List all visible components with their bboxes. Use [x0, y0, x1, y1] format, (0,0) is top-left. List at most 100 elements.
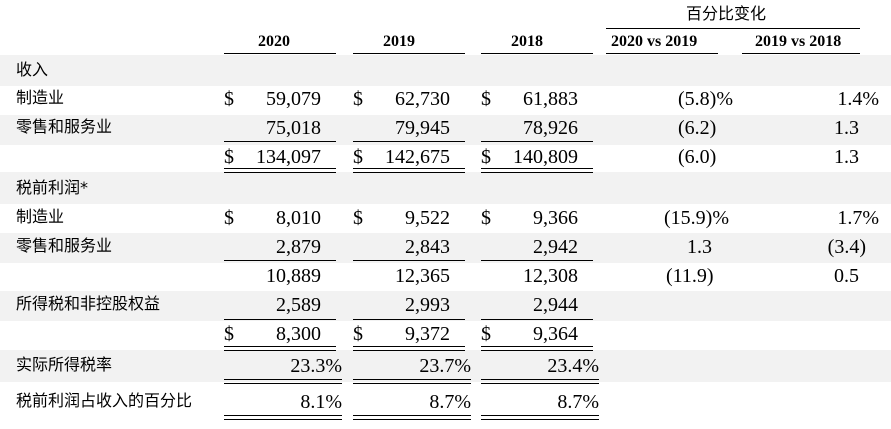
row-band: [0, 233, 891, 263]
currency-symbol: $: [224, 146, 234, 168]
revenue-section-label: 收入: [16, 60, 49, 79]
row-label: 制造业: [16, 207, 65, 226]
year-header-2019: 2019: [383, 33, 415, 50]
value-2019: 2,843: [405, 236, 450, 258]
total-double-rule: [224, 346, 336, 351]
row-label: 所得税和非控股权益: [16, 294, 161, 313]
row-label: 制造业: [16, 88, 65, 107]
row-label: 零售和服务业: [16, 236, 113, 255]
currency-symbol: $: [481, 207, 491, 229]
currency-symbol: $: [481, 146, 491, 168]
value-2018: 78,926: [523, 117, 578, 139]
total-double-rule: [353, 346, 465, 351]
currency-symbol: $: [481, 88, 491, 110]
value-2020: 10,889: [266, 265, 321, 287]
row-label: 实际所得税率: [16, 355, 113, 374]
value-2019: 9,372: [405, 323, 450, 345]
value-2020: 134,097: [256, 146, 321, 168]
total-double-rule: [353, 168, 465, 173]
value-2018: 2,944: [533, 294, 578, 316]
change-2020-vs-2019: (15.9)%: [664, 207, 729, 229]
value-2020: 8.1%: [300, 391, 342, 413]
percent-change-header: 百分比变化: [686, 4, 767, 23]
currency-symbol: $: [353, 323, 363, 345]
year-header-2018: 2018: [511, 33, 543, 50]
change-2020-vs-2019: 1.3: [687, 236, 712, 258]
total-double-rule: [481, 415, 599, 420]
row-band: [0, 115, 891, 145]
currency-symbol: $: [481, 323, 491, 345]
value-2019: 23.7%: [419, 355, 471, 377]
value-2020: 8,010: [276, 207, 321, 229]
change-2019-vs-2018: 1.3: [834, 117, 859, 139]
value-2018: 9,364: [533, 323, 578, 345]
row-label: 零售和服务业: [16, 117, 113, 136]
subtotal-rule: [224, 141, 336, 142]
value-2020: 59,079: [266, 88, 321, 110]
subtotal-rule: [353, 260, 465, 261]
subtotal-rule: [481, 141, 593, 142]
header-rule: [353, 53, 465, 54]
total-double-rule: [224, 415, 342, 420]
value-2020: 2,879: [276, 236, 321, 258]
value-2018: 61,883: [523, 88, 578, 110]
total-double-rule: [481, 168, 593, 173]
total-double-rule: [481, 346, 593, 351]
header-rule: [742, 53, 860, 54]
change-2020-vs-2019: (6.2): [678, 117, 717, 139]
subtotal-rule: [224, 260, 336, 261]
value-2018: 23.4%: [547, 355, 599, 377]
change-header-2: 2019 vs 2018: [755, 33, 842, 50]
total-double-rule: [224, 379, 342, 384]
value-2019: 12,365: [395, 265, 450, 287]
value-2019: 62,730: [395, 88, 450, 110]
total-double-rule: [353, 379, 471, 384]
row-label: 税前利润占收入的百分比: [16, 391, 193, 410]
row-band: [0, 350, 891, 382]
value-2019: 79,945: [395, 117, 450, 139]
currency-symbol: $: [353, 207, 363, 229]
total-double-rule: [224, 168, 336, 173]
value-2020: 8,300: [276, 323, 321, 345]
value-2020: 75,018: [266, 117, 321, 139]
currency-symbol: $: [353, 88, 363, 110]
value-2019: 9,522: [405, 207, 450, 229]
change-2019-vs-2018: 1.4%: [837, 88, 879, 110]
change-2019-vs-2018: 0.5: [834, 265, 859, 287]
year-header-2020: 2020: [258, 33, 290, 50]
total-double-rule: [353, 415, 471, 420]
change-2019-vs-2018: (3.4): [827, 236, 866, 258]
value-2018: 9,366: [533, 207, 578, 229]
value-2018: 12,308: [523, 265, 578, 287]
change-2019-vs-2018: 1.3: [834, 146, 859, 168]
change-2020-vs-2019: (6.0): [678, 146, 717, 168]
value-2019: 2,993: [405, 294, 450, 316]
change-2019-vs-2018: 1.7%: [837, 207, 879, 229]
subtotal-rule: [481, 260, 593, 261]
pretax-section-band: [0, 172, 891, 204]
currency-symbol: $: [224, 323, 234, 345]
change-header-1: 2020 vs 2019: [611, 33, 698, 50]
currency-symbol: $: [224, 88, 234, 110]
subtotal-rule: [224, 319, 336, 320]
value-2019: 142,675: [385, 146, 450, 168]
value-2018: 140,809: [513, 146, 578, 168]
header-group-rule: [606, 28, 860, 29]
value-2018: 8.7%: [557, 391, 599, 413]
header-rule: [481, 53, 593, 54]
header-rule: [224, 53, 336, 54]
currency-symbol: $: [353, 146, 363, 168]
value-2020: 23.3%: [290, 355, 342, 377]
change-2020-vs-2019: (11.9): [666, 265, 714, 287]
subtotal-rule: [353, 319, 465, 320]
total-double-rule: [481, 379, 599, 384]
value-2019: 8.7%: [429, 391, 471, 413]
value-2018: 2,942: [533, 236, 578, 258]
pretax-section-label: 税前利润*: [16, 178, 89, 197]
change-2020-vs-2019: (5.8)%: [678, 88, 733, 110]
value-2020: 2,589: [276, 294, 321, 316]
subtotal-rule: [353, 141, 465, 142]
row-band: [0, 291, 891, 321]
currency-symbol: $: [224, 207, 234, 229]
subtotal-rule: [481, 319, 593, 320]
